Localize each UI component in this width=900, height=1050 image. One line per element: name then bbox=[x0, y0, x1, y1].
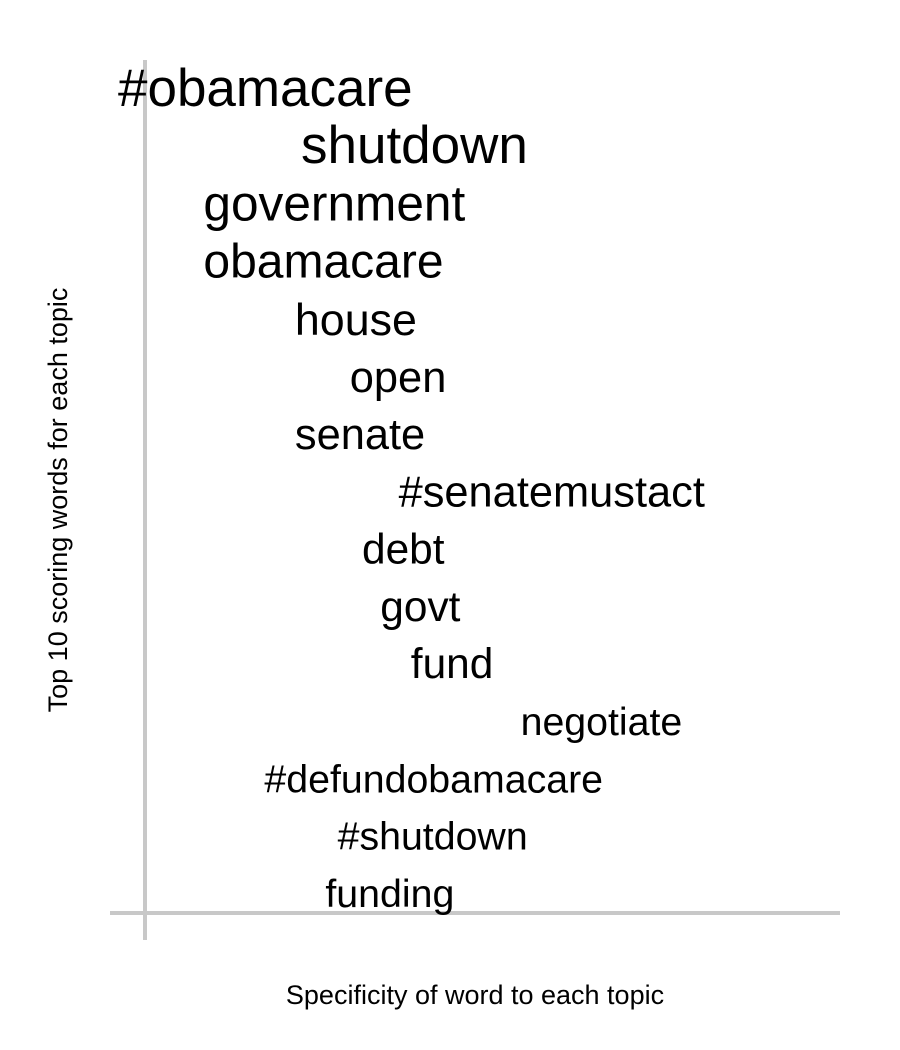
word-label: negotiate bbox=[521, 700, 683, 744]
word-label: fund bbox=[411, 640, 494, 687]
word-label: house bbox=[295, 295, 417, 345]
word-label: senate bbox=[295, 411, 425, 459]
word-label: government bbox=[203, 175, 465, 231]
word-label: #senatemustact bbox=[399, 468, 705, 516]
word-label: govt bbox=[380, 583, 460, 630]
word-label: #obamacare bbox=[118, 59, 413, 118]
word-label: funding bbox=[325, 872, 454, 916]
word-label: obamacare bbox=[203, 236, 443, 289]
word-label: debt bbox=[362, 526, 445, 573]
word-label: open bbox=[350, 354, 447, 402]
word-label: #defundobamacare bbox=[264, 757, 603, 801]
word-label: #shutdown bbox=[338, 815, 528, 859]
y-axis-label: Top 10 scoring words for each topic bbox=[43, 288, 73, 713]
x-axis-label: Specificity of word to each topic bbox=[286, 980, 664, 1010]
word-label: shutdown bbox=[301, 116, 528, 175]
